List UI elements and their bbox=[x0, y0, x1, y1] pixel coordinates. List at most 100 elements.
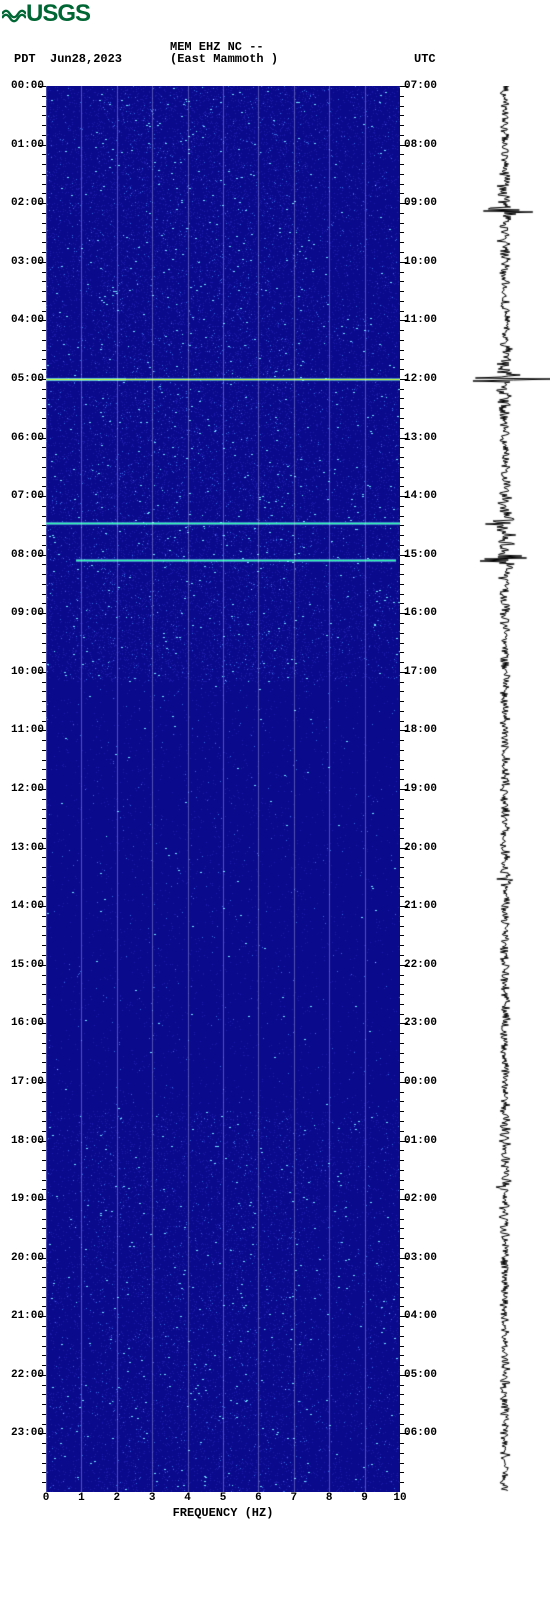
tick-mark bbox=[38, 1316, 46, 1317]
minor-tick bbox=[42, 311, 46, 312]
minor-tick bbox=[42, 916, 46, 917]
minor-tick bbox=[42, 242, 46, 243]
tick-mark bbox=[38, 1141, 46, 1142]
minor-tick bbox=[400, 740, 404, 741]
tick-mark bbox=[400, 1023, 408, 1024]
minor-tick bbox=[42, 408, 46, 409]
minor-tick bbox=[400, 1326, 404, 1327]
ytick-right: 02:00 bbox=[404, 1193, 444, 1205]
minor-tick bbox=[42, 359, 46, 360]
minor-tick bbox=[42, 564, 46, 565]
minor-tick bbox=[400, 1014, 404, 1015]
minor-tick bbox=[42, 1414, 46, 1415]
minor-tick bbox=[42, 154, 46, 155]
minor-tick bbox=[42, 643, 46, 644]
minor-tick bbox=[42, 1287, 46, 1288]
tick-mark bbox=[400, 438, 408, 439]
tick-mark bbox=[38, 613, 46, 614]
xtick: 8 bbox=[326, 1492, 333, 1504]
minor-tick bbox=[42, 545, 46, 546]
minor-tick bbox=[42, 301, 46, 302]
minor-tick bbox=[400, 975, 404, 976]
minor-tick bbox=[400, 330, 404, 331]
minor-tick bbox=[42, 1482, 46, 1483]
tick-mark bbox=[400, 789, 408, 790]
minor-tick bbox=[400, 1160, 404, 1161]
minor-tick bbox=[42, 633, 46, 634]
minor-tick bbox=[400, 301, 404, 302]
minor-tick bbox=[400, 1111, 404, 1112]
ytick-right: 08:00 bbox=[404, 139, 444, 151]
minor-tick bbox=[400, 1443, 404, 1444]
minor-tick bbox=[42, 818, 46, 819]
minor-tick bbox=[400, 603, 404, 604]
x-axis-label: FREQUENCY (HZ) bbox=[173, 1506, 274, 1520]
minor-tick bbox=[400, 1101, 404, 1102]
minor-tick bbox=[42, 467, 46, 468]
ytick-right: 09:00 bbox=[404, 197, 444, 209]
minor-tick bbox=[42, 447, 46, 448]
minor-tick bbox=[42, 1131, 46, 1132]
minor-tick bbox=[400, 184, 404, 185]
minor-tick bbox=[400, 1150, 404, 1151]
minor-tick bbox=[42, 457, 46, 458]
minor-tick bbox=[400, 682, 404, 683]
minor-tick bbox=[400, 643, 404, 644]
header-date: Jun28,2023 bbox=[50, 52, 122, 66]
minor-tick bbox=[400, 1404, 404, 1405]
tick-mark bbox=[400, 1082, 408, 1083]
tick-mark bbox=[400, 613, 408, 614]
minor-tick bbox=[400, 945, 404, 946]
minor-tick bbox=[400, 1092, 404, 1093]
minor-tick bbox=[400, 1121, 404, 1122]
usgs-logo: USGS bbox=[2, 0, 90, 28]
tick-mark bbox=[38, 1375, 46, 1376]
minor-tick bbox=[400, 164, 404, 165]
minor-tick bbox=[400, 809, 404, 810]
minor-tick bbox=[42, 525, 46, 526]
minor-tick bbox=[42, 125, 46, 126]
minor-tick bbox=[400, 867, 404, 868]
minor-tick bbox=[400, 691, 404, 692]
xtick: 2 bbox=[113, 1492, 120, 1504]
minor-tick bbox=[42, 1404, 46, 1405]
minor-tick bbox=[400, 96, 404, 97]
minor-tick bbox=[400, 633, 404, 634]
ytick-right: 23:00 bbox=[404, 1017, 444, 1029]
minor-tick bbox=[42, 398, 46, 399]
minor-tick bbox=[400, 291, 404, 292]
minor-tick bbox=[400, 652, 404, 653]
minor-tick bbox=[400, 106, 404, 107]
minor-tick bbox=[42, 1424, 46, 1425]
minor-tick bbox=[42, 955, 46, 956]
minor-tick bbox=[400, 1277, 404, 1278]
ytick-right: 15:00 bbox=[404, 549, 444, 561]
minor-tick bbox=[42, 828, 46, 829]
minor-tick bbox=[42, 1219, 46, 1220]
minor-tick bbox=[42, 652, 46, 653]
minor-tick bbox=[400, 340, 404, 341]
minor-tick bbox=[400, 535, 404, 536]
minor-tick bbox=[400, 1453, 404, 1454]
minor-tick bbox=[400, 1414, 404, 1415]
minor-tick bbox=[42, 1326, 46, 1327]
tick-mark bbox=[400, 145, 408, 146]
minor-tick bbox=[400, 359, 404, 360]
tick-mark bbox=[38, 496, 46, 497]
minor-tick bbox=[42, 281, 46, 282]
minor-tick bbox=[42, 389, 46, 390]
minor-tick bbox=[400, 1287, 404, 1288]
minor-tick bbox=[42, 418, 46, 419]
tick-mark bbox=[400, 672, 408, 673]
minor-tick bbox=[42, 926, 46, 927]
tick-mark bbox=[38, 86, 46, 87]
minor-tick bbox=[42, 184, 46, 185]
minor-tick bbox=[400, 779, 404, 780]
tick-mark bbox=[38, 320, 46, 321]
minor-tick bbox=[400, 799, 404, 800]
ytick-right: 11:00 bbox=[404, 314, 444, 326]
minor-tick bbox=[400, 857, 404, 858]
minor-tick bbox=[400, 223, 404, 224]
tick-mark bbox=[400, 730, 408, 731]
minor-tick bbox=[42, 1092, 46, 1093]
